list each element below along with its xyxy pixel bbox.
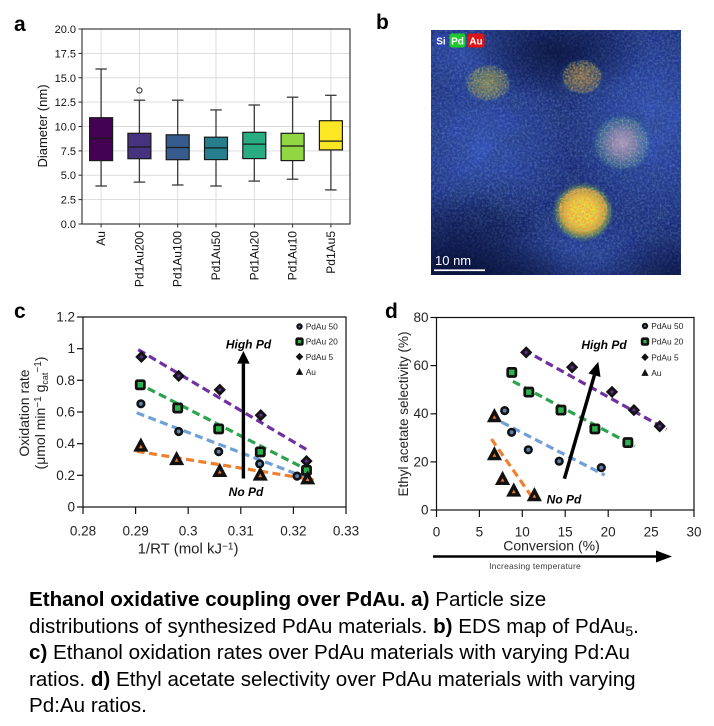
- svg-text:1/RT (mol kJ−1): 1/RT (mol kJ−1): [138, 541, 239, 558]
- svg-text:0: 0: [421, 503, 429, 518]
- svg-text:PdAu 5: PdAu 5: [651, 352, 679, 362]
- svg-text:Pd1Au100: Pd1Au100: [171, 231, 185, 287]
- svg-text:60: 60: [413, 358, 428, 373]
- svg-text:(μmol min−1 gcat−1): (μmol min−1 gcat−1): [32, 357, 50, 470]
- svg-text:Diameter (nm): Diameter (nm): [35, 84, 50, 167]
- svg-text:Au: Au: [469, 36, 482, 47]
- svg-text:Au: Au: [306, 367, 317, 377]
- svg-text:Conversion (%): Conversion (%): [503, 538, 599, 554]
- svg-text:0: 0: [67, 500, 75, 515]
- svg-text:17.5: 17.5: [55, 48, 76, 60]
- svg-text:b: b: [376, 11, 389, 34]
- svg-text:0.0: 0.0: [61, 219, 76, 231]
- svg-text:No Pd: No Pd: [229, 485, 264, 499]
- svg-text:Pd1Au20: Pd1Au20: [247, 231, 261, 281]
- svg-text:0.4: 0.4: [56, 436, 75, 451]
- svg-text:0.33: 0.33: [333, 524, 359, 539]
- svg-text:Increasing temperature: Increasing temperature: [489, 561, 581, 571]
- svg-text:0.2: 0.2: [56, 468, 75, 483]
- svg-text:0.31: 0.31: [228, 524, 254, 539]
- svg-text:0.28: 0.28: [70, 524, 96, 539]
- svg-text:12.5: 12.5: [55, 97, 76, 109]
- svg-text:30: 30: [686, 525, 701, 540]
- svg-text:PdAu 50: PdAu 50: [306, 322, 338, 332]
- svg-text:1: 1: [67, 341, 75, 356]
- svg-text:5.0: 5.0: [61, 170, 76, 182]
- svg-text:10 nm: 10 nm: [435, 253, 471, 268]
- svg-text:Pd1Au200: Pd1Au200: [132, 231, 146, 287]
- svg-text:Au: Au: [651, 368, 662, 378]
- svg-text:Ethyl acetate selectivity (%): Ethyl acetate selectivity (%): [396, 331, 411, 496]
- svg-text:20: 20: [413, 454, 428, 469]
- svg-text:PdAu 50: PdAu 50: [651, 321, 683, 331]
- svg-text:10.0: 10.0: [55, 122, 76, 134]
- svg-text:2.5: 2.5: [61, 195, 76, 207]
- svg-text:20.0: 20.0: [55, 24, 76, 36]
- svg-text:Pd1Au50: Pd1Au50: [209, 231, 223, 281]
- svg-text:Oxidation rate: Oxidation rate: [16, 369, 32, 456]
- svg-text:Pd1Au5: Pd1Au5: [324, 231, 338, 274]
- svg-text:0.32: 0.32: [280, 524, 306, 539]
- svg-text:Si: Si: [436, 36, 446, 47]
- svg-text:10: 10: [515, 525, 530, 540]
- svg-text:0.6: 0.6: [56, 405, 75, 420]
- svg-text:15.0: 15.0: [55, 73, 76, 85]
- svg-text:Au: Au: [94, 231, 108, 246]
- svg-text:40: 40: [413, 406, 428, 421]
- svg-text:Pd1Au10: Pd1Au10: [286, 231, 300, 281]
- svg-text:7.5: 7.5: [61, 146, 76, 158]
- svg-text:0: 0: [433, 525, 441, 540]
- svg-text:High Pd: High Pd: [581, 338, 627, 352]
- svg-text:0.8: 0.8: [56, 373, 75, 388]
- svg-text:15: 15: [558, 525, 573, 540]
- svg-text:d: d: [385, 300, 398, 323]
- svg-text:1.2: 1.2: [56, 310, 75, 325]
- svg-text:PdAu 5: PdAu 5: [306, 352, 334, 362]
- svg-text:5: 5: [476, 525, 484, 540]
- svg-text:0.29: 0.29: [122, 524, 148, 539]
- svg-text:25: 25: [644, 525, 659, 540]
- svg-text:High Pd: High Pd: [226, 338, 272, 352]
- svg-text:No Pd: No Pd: [547, 493, 582, 507]
- svg-text:0.3: 0.3: [179, 524, 198, 539]
- svg-text:c: c: [14, 300, 26, 323]
- svg-text:PdAu 20: PdAu 20: [306, 337, 338, 347]
- svg-text:20: 20: [601, 525, 616, 540]
- svg-text:Pd: Pd: [451, 36, 464, 47]
- svg-text:a: a: [14, 13, 26, 36]
- svg-text:80: 80: [413, 310, 428, 325]
- svg-text:PdAu 20: PdAu 20: [651, 337, 683, 347]
